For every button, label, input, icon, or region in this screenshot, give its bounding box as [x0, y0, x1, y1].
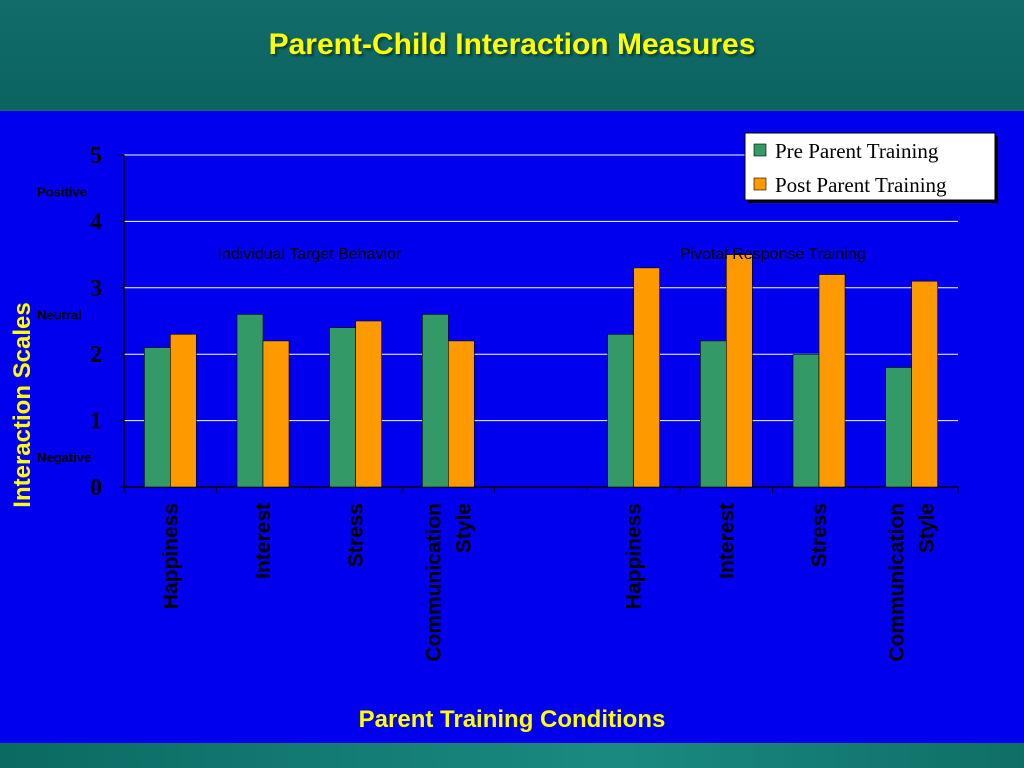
bar	[633, 267, 660, 488]
x-category-label: Interest	[252, 503, 275, 579]
x-category-label: Interest	[715, 503, 738, 579]
y-tick-label: 4	[90, 209, 102, 235]
bar	[448, 340, 475, 488]
bar	[329, 327, 356, 488]
legend-swatch	[753, 177, 767, 191]
bottom-decoration	[0, 743, 1024, 768]
bar	[144, 347, 171, 488]
legend-label: Pre Parent Training	[775, 139, 939, 163]
title-bar	[0, 0, 1024, 110]
bar	[700, 340, 727, 488]
y-tick-label: 1	[90, 409, 102, 435]
x-category-label: Communication	[422, 503, 445, 662]
y-tick-label: 5	[90, 143, 102, 169]
bar	[355, 320, 382, 488]
x-axis-title: Parent Training Conditions	[358, 706, 666, 733]
x-category-label: Style	[452, 503, 475, 553]
legend-label: Post Parent Training	[775, 173, 947, 197]
x-category-label: Stress	[345, 503, 368, 567]
x-category-label: Stress	[808, 503, 831, 567]
y-tick-label: 0	[90, 475, 102, 501]
x-category-label: Communication	[886, 503, 909, 662]
bar	[818, 274, 846, 488]
legend-swatch	[753, 143, 767, 157]
scale-label: Positive	[37, 185, 87, 200]
y-axis-title: Interaction Scales	[9, 302, 36, 507]
bar	[726, 254, 753, 488]
x-category-label: Happiness	[159, 503, 182, 609]
group-label: Pivotal Response Training	[680, 246, 866, 263]
bar	[885, 367, 912, 488]
bar	[607, 333, 634, 488]
bar	[422, 314, 449, 488]
bar	[792, 353, 820, 488]
legend	[744, 132, 996, 201]
scale-label: Neutral	[37, 307, 82, 322]
x-category-label: Happiness	[623, 503, 646, 609]
bar	[262, 340, 290, 488]
bar	[236, 314, 264, 488]
slide-title: Parent-Child Interaction Measures	[268, 28, 756, 61]
x-category-label: Style	[916, 503, 939, 553]
bar	[911, 280, 938, 488]
bar	[170, 333, 197, 488]
y-tick-label: 2	[90, 342, 102, 368]
y-tick-label: 3	[90, 276, 102, 302]
scale-label: Negative	[37, 450, 91, 465]
group-label: Individual Target Behavior	[217, 246, 401, 263]
